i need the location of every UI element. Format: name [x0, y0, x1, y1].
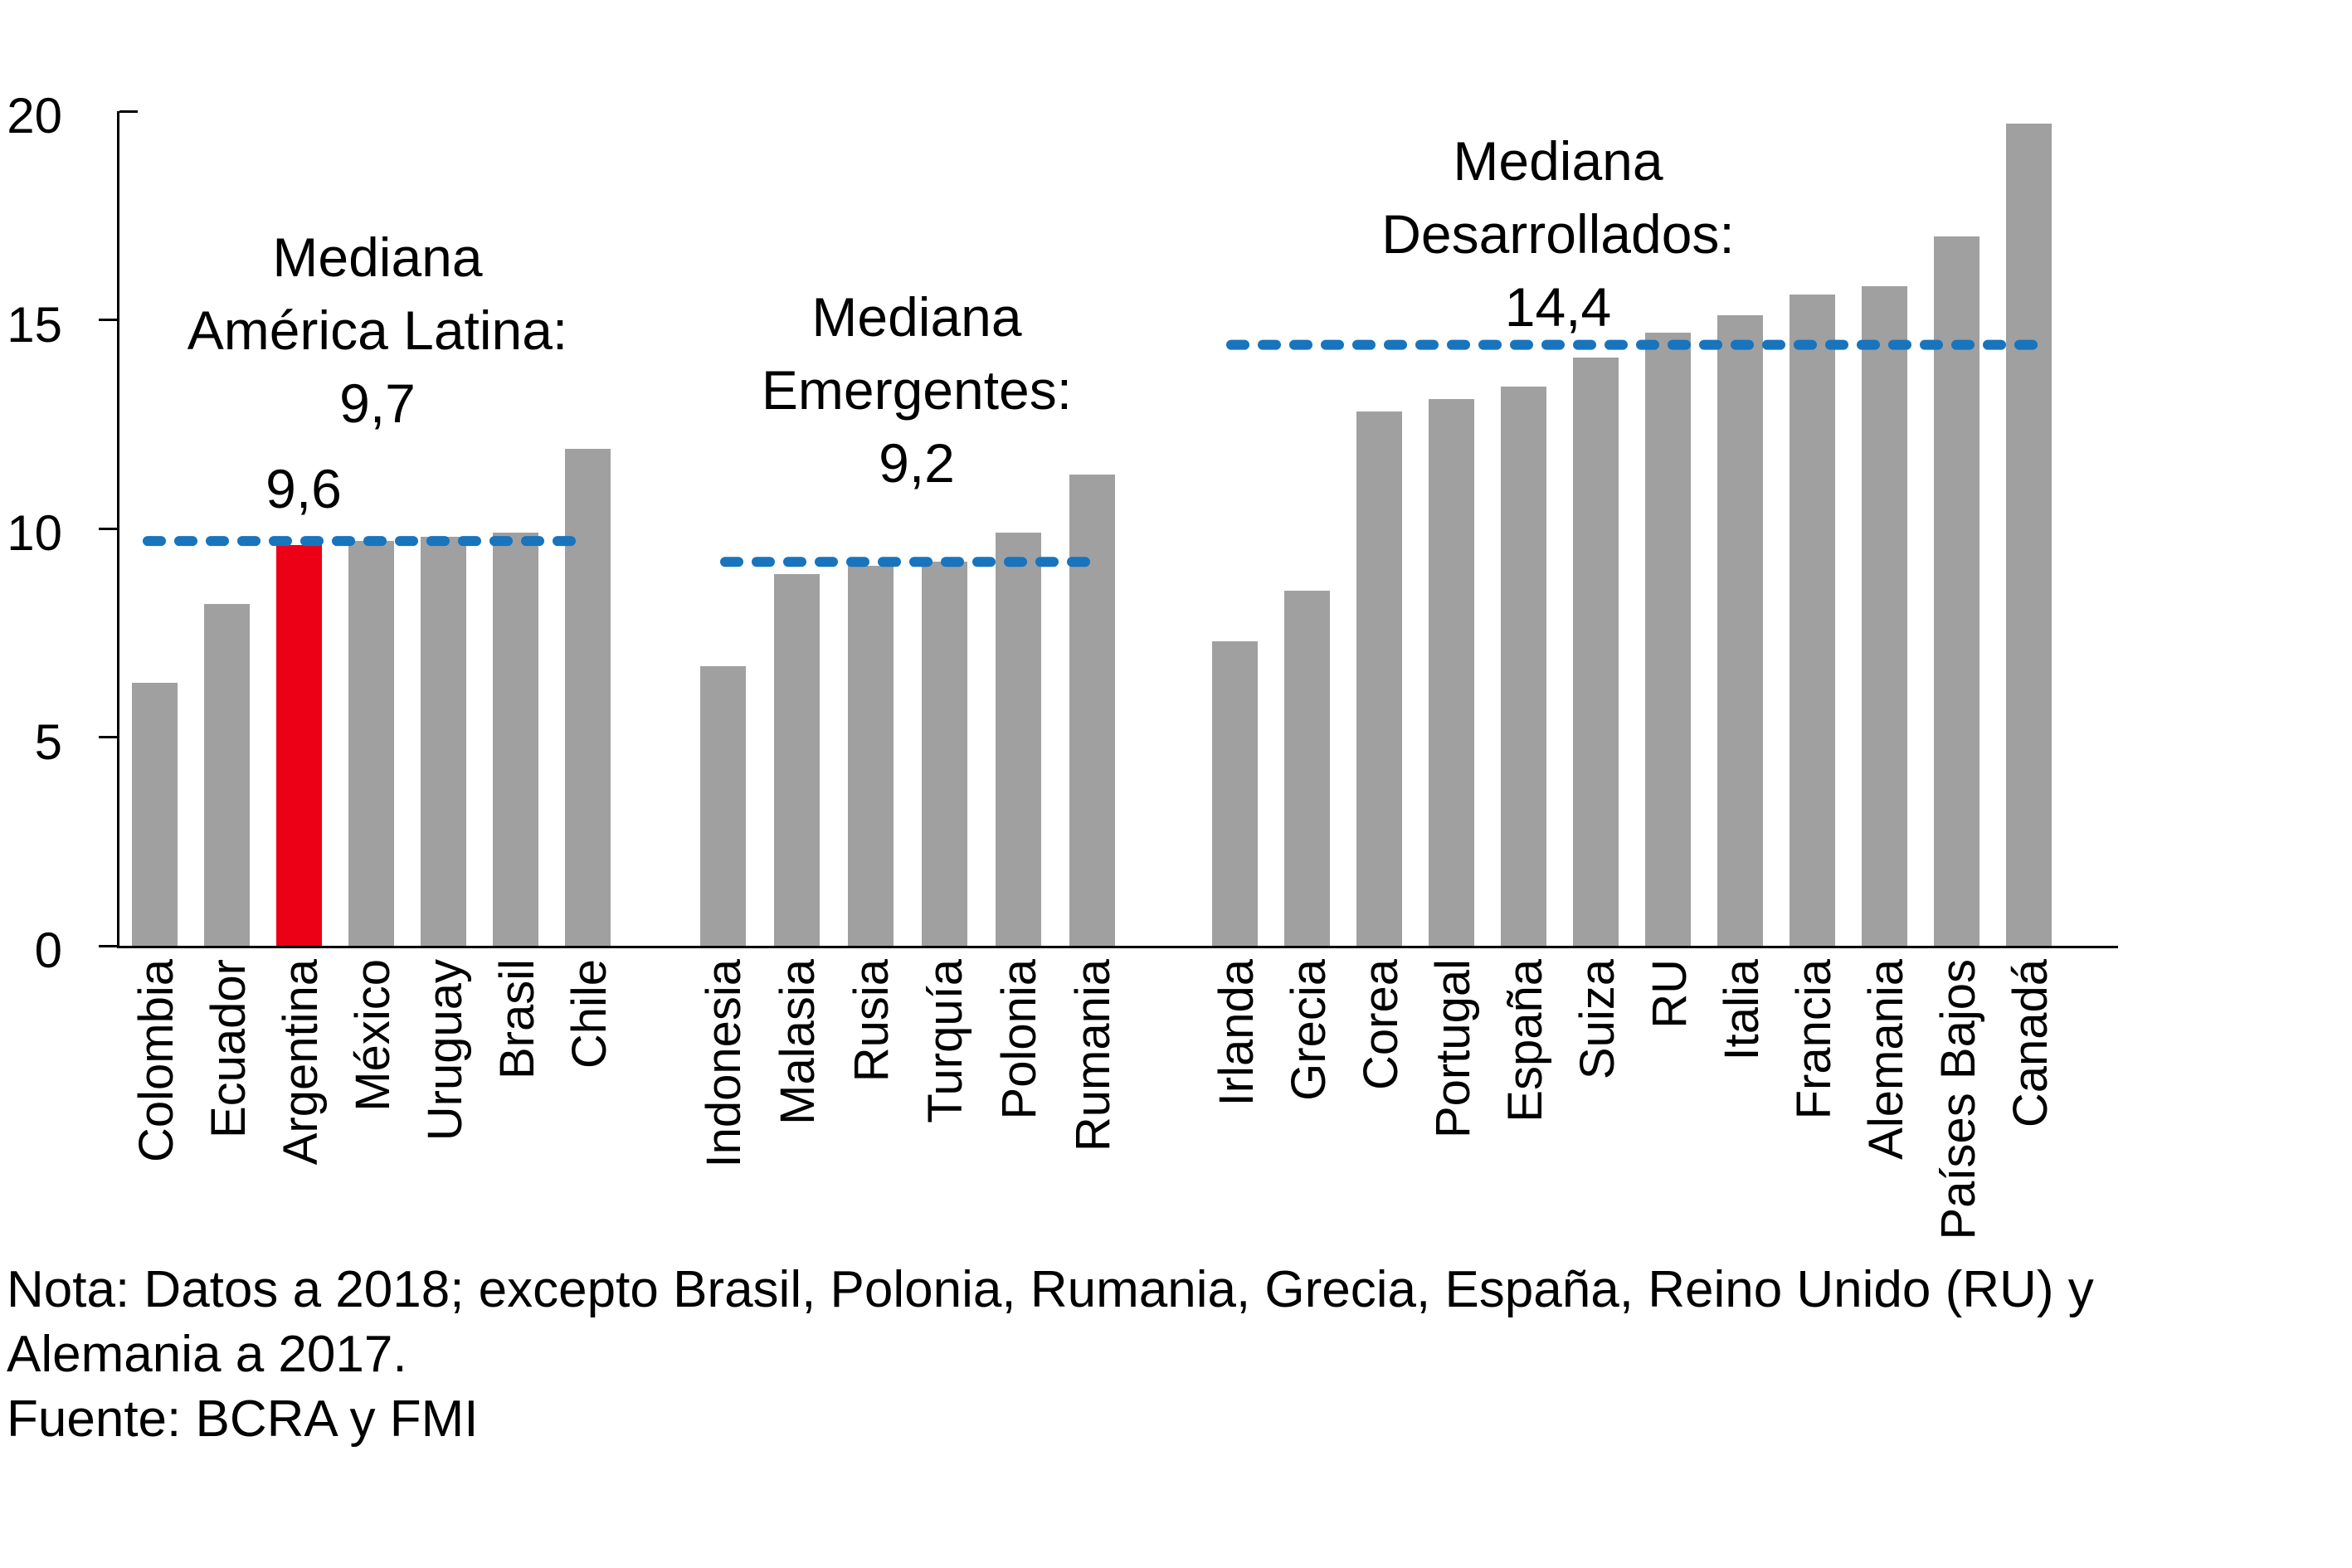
bar-brasil: [493, 533, 538, 946]
bar-portugal: [1429, 399, 1474, 946]
bar-malasia: [773, 574, 820, 946]
bar-paises-bajos: [1934, 236, 1979, 946]
footnote-line-1: Nota: Datos a 2018; excepto Brasil, Polo…: [7, 1261, 2094, 1318]
y-tick-10: [99, 527, 117, 530]
footnote-line-3: Fuente: BCRA y FMI: [7, 1390, 479, 1448]
annotation-median-value: 9,2: [879, 432, 955, 494]
y-tick-20-inner: [119, 110, 138, 113]
x-axis: [117, 946, 2118, 948]
y-tick-label-15: 15: [7, 296, 62, 353]
bar-espana: [1501, 386, 1546, 946]
annotation-median-value: 9,7: [339, 373, 416, 434]
footnote: Nota: Datos a 2018; excepto Brasil, Polo…: [7, 1258, 2094, 1452]
bar-irlanda: [1212, 640, 1258, 946]
annotation-line: Desarrollados:: [1381, 203, 1735, 265]
bar-grecia: [1284, 591, 1330, 946]
bar-polonia: [995, 533, 1041, 946]
bar-mexico: [348, 541, 394, 946]
y-tick-label-10: 10: [7, 505, 62, 561]
bar-francia: [1790, 295, 1835, 946]
bar-suiza: [1573, 357, 1619, 946]
bar-argentina: [276, 545, 322, 946]
y-tick-label-20: 20: [7, 88, 62, 144]
bar-chile: [565, 449, 611, 946]
annotation-america-latina: Mediana América Latina: 9,7: [187, 221, 568, 440]
bar-indonesia: [699, 665, 746, 946]
argentina-value-label: 9,6: [265, 458, 342, 519]
bar-italia: [1717, 315, 1763, 946]
bar-ru: [1645, 332, 1691, 946]
y-tick-15: [99, 319, 117, 321]
y-tick-label-5: 5: [34, 713, 62, 770]
bar-corea: [1356, 411, 1402, 946]
bar-rumania: [1069, 474, 1115, 946]
annotation-desarrollados: Mediana Desarrollados: 14,4: [1381, 124, 1735, 343]
bar-ecuador: [204, 603, 250, 946]
annotation-line: América Latina:: [187, 299, 568, 361]
bar-turquia: [921, 562, 967, 946]
annotation-median-value: 14,4: [1504, 276, 1612, 338]
footnote-line-2: Alemania a 2017.: [7, 1326, 407, 1383]
y-tick-0: [99, 944, 117, 947]
annotation-line: Mediana: [811, 286, 1022, 348]
bar-alemania: [1862, 286, 1907, 946]
annotation-line: Mediana: [1453, 130, 1663, 192]
y-tick-label-0: 0: [34, 923, 62, 978]
annotation-line: Mediana: [272, 226, 483, 288]
annotation-line: Emergentes:: [761, 359, 1073, 421]
y-axis: [117, 111, 119, 948]
bar-rusia: [847, 566, 894, 946]
annotation-emergentes: Mediana Emergentes: 9,2: [762, 280, 1072, 499]
bar-uruguay: [421, 537, 466, 946]
y-tick-5: [99, 736, 117, 738]
bar-colombia: [132, 683, 178, 946]
bar-canada: [2006, 124, 2052, 946]
